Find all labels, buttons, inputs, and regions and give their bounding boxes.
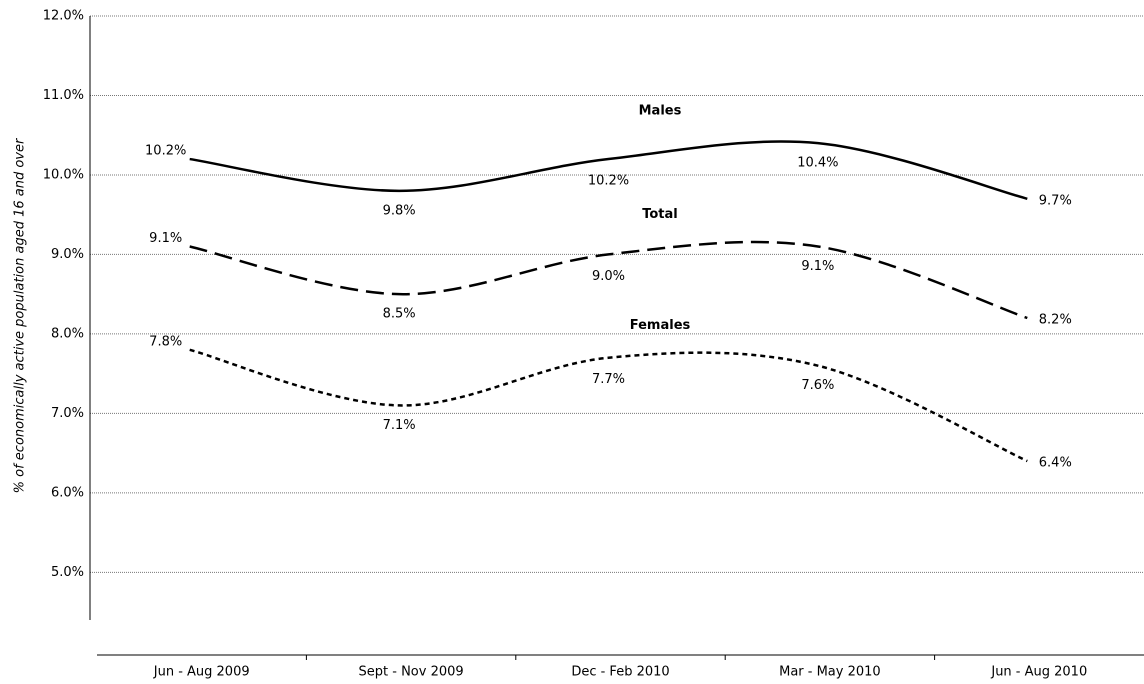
x-tick-label: Sept - Nov 2009 <box>359 665 464 680</box>
data-label: 9.0% <box>592 269 625 284</box>
data-label: 10.4% <box>797 156 838 171</box>
series-label: Females <box>630 318 691 333</box>
series-line <box>189 240 1028 320</box>
y-tick-label: 9.0% <box>51 247 84 262</box>
series-label: Males <box>639 104 682 119</box>
series-line <box>189 348 1028 463</box>
y-tick-label: 10.0% <box>43 167 84 182</box>
data-label: 9.7% <box>1039 193 1072 208</box>
data-label: 8.2% <box>1039 313 1072 328</box>
data-label: 9.1% <box>149 231 182 246</box>
y-tick-label: 11.0% <box>43 88 84 103</box>
series-label: Total <box>642 207 678 222</box>
data-label: 7.8% <box>149 334 182 349</box>
y-tick-label: 8.0% <box>51 326 84 341</box>
data-label: 10.2% <box>145 144 186 159</box>
data-label: 7.6% <box>801 378 834 393</box>
data-label: 9.1% <box>801 259 834 274</box>
y-axis-label: % of economically active population aged… <box>13 137 28 493</box>
data-label: 8.5% <box>383 307 416 322</box>
series-line <box>189 140 1028 200</box>
x-tick-label: Mar - May 2010 <box>779 665 881 680</box>
y-tick-label: 7.0% <box>51 406 84 421</box>
data-label: 7.7% <box>592 372 625 387</box>
data-label: 7.1% <box>383 418 416 433</box>
x-tick-label: Jun - Aug 2010 <box>990 665 1087 680</box>
y-tick-label: 5.0% <box>51 565 84 580</box>
data-label: 6.4% <box>1039 456 1072 471</box>
data-label: 10.2% <box>588 174 629 189</box>
x-tick-label: Jun - Aug 2009 <box>153 665 250 680</box>
data-label: 9.8% <box>383 203 416 218</box>
y-tick-label: 6.0% <box>51 485 84 500</box>
y-tick-label: 12.0% <box>43 9 84 24</box>
x-tick-label: Dec - Feb 2010 <box>571 665 669 680</box>
